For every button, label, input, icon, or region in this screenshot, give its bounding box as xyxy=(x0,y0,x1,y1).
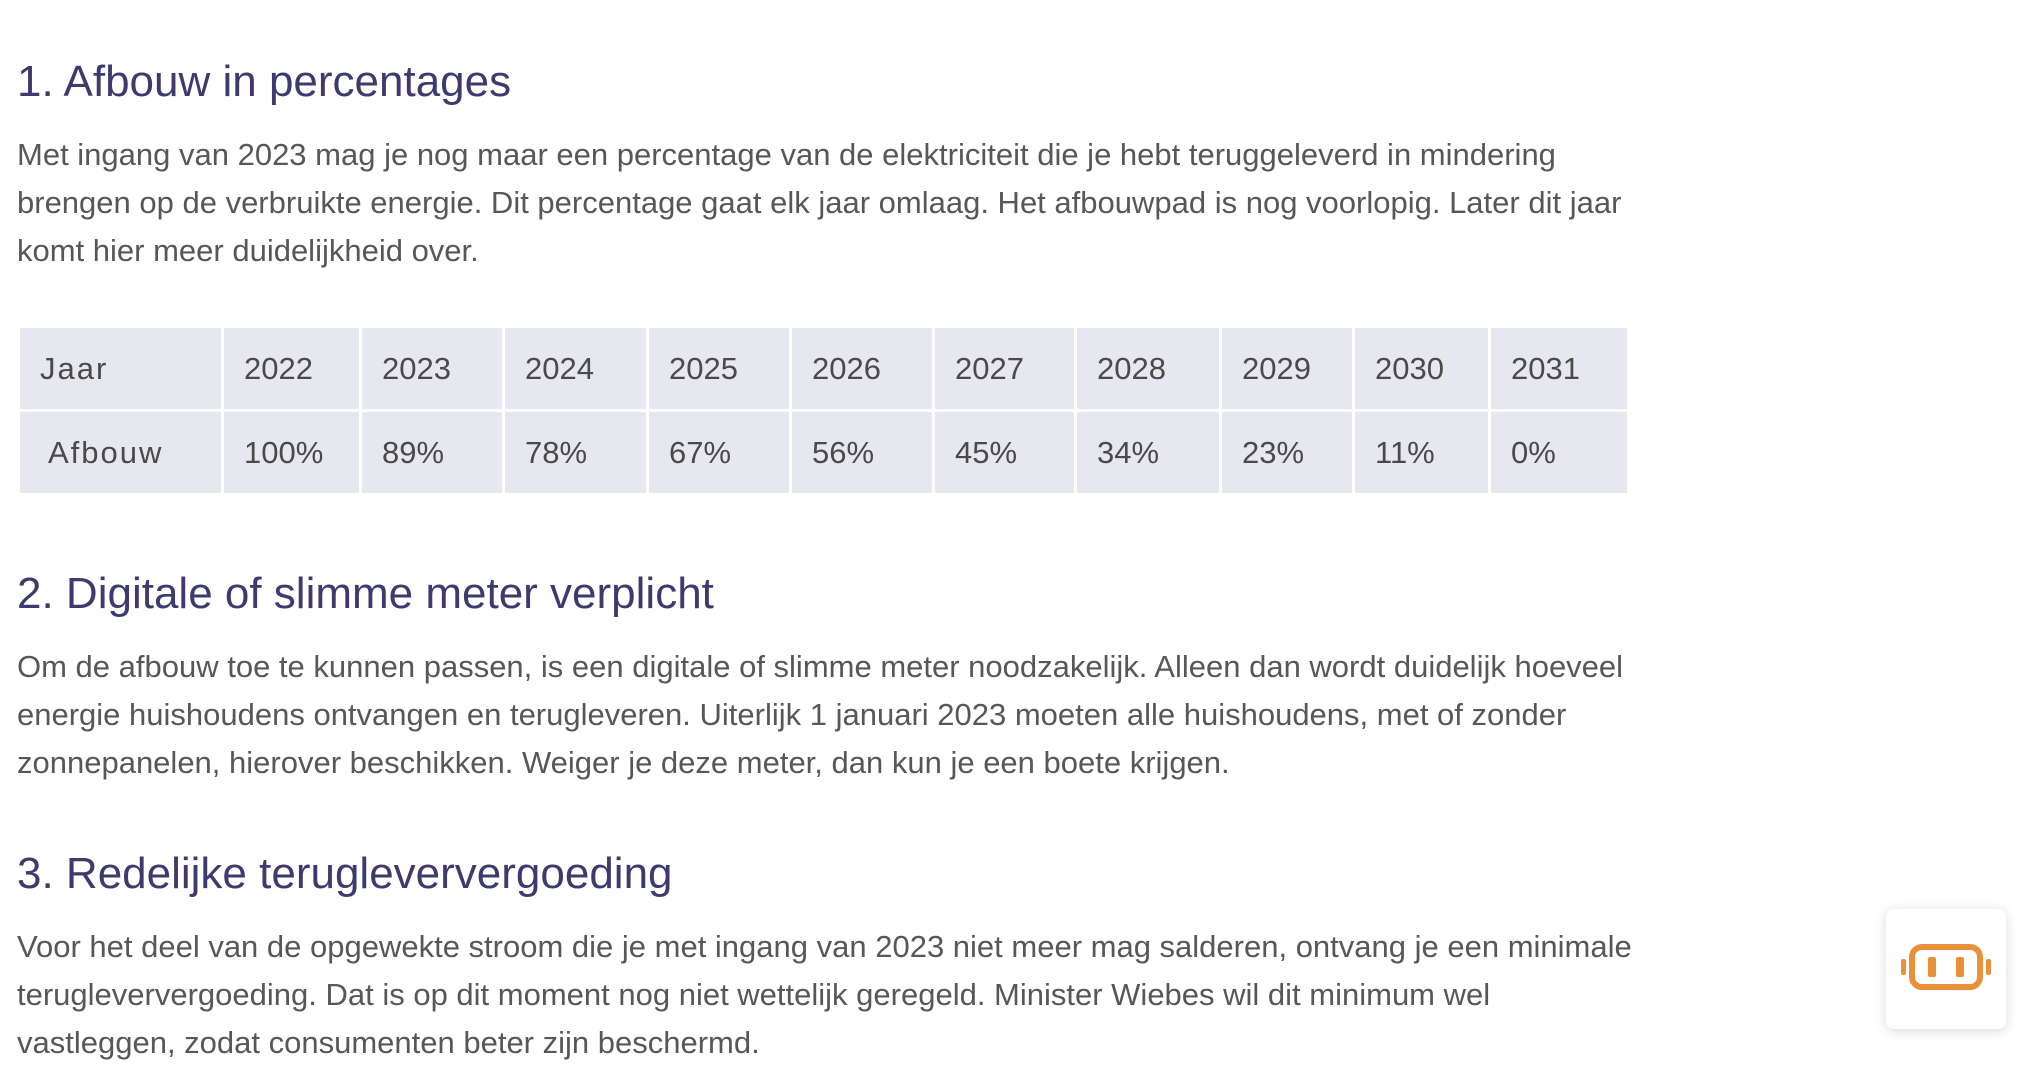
section-body-terugleververgoeding: Voor het deel van de opgewekte stroom di… xyxy=(17,929,1632,1060)
battery-widget-button[interactable] xyxy=(1886,909,2006,1029)
table-cell: 2028 xyxy=(1074,325,1222,412)
section-body-afbouw: Met ingang van 2023 mag je nog maar een … xyxy=(17,137,1622,268)
table-cell: 89% xyxy=(359,409,505,496)
table-cell: 34% xyxy=(1074,409,1222,496)
table-cell: 2023 xyxy=(359,325,505,412)
section-body-slimme-meter: Om de afbouw toe te kunnen passen, is ee… xyxy=(17,649,1624,780)
table-cell: 67% xyxy=(646,409,792,496)
table-cell: 2022 xyxy=(221,325,362,412)
table-cell: 0% xyxy=(1488,409,1630,496)
table-cell: 2025 xyxy=(646,325,792,412)
table-cell: 2024 xyxy=(502,325,649,412)
table-cell: 2031 xyxy=(1488,325,1630,412)
afbouw-table: Jaar 2022 2023 2024 2025 2026 2027 2028 … xyxy=(17,325,1630,496)
table-row-jaar: Jaar 2022 2023 2024 2025 2026 2027 2028 … xyxy=(17,325,1630,412)
section-heading-slimme-meter: 2. Digitale of slimme meter verplicht xyxy=(17,569,714,618)
table-cell: 2027 xyxy=(932,325,1077,412)
table-row-header: Afbouw xyxy=(17,409,224,496)
table-cell: 78% xyxy=(502,409,649,496)
table-cell: 100% xyxy=(221,409,362,496)
section-heading-terugleververgoeding: 3. Redelijke terugleververgoeding xyxy=(17,849,673,898)
battery-icon xyxy=(1901,942,1991,997)
table-cell: 2030 xyxy=(1352,325,1491,412)
table-row-header: Jaar xyxy=(17,325,224,412)
table-cell: 11% xyxy=(1352,409,1491,496)
table-cell: 45% xyxy=(932,409,1077,496)
section-heading-afbouw: 1. Afbouw in percentages xyxy=(17,57,512,106)
table-cell: 2029 xyxy=(1219,325,1355,412)
table-cell: 2026 xyxy=(789,325,935,412)
table-cell: 23% xyxy=(1219,409,1355,496)
table-row-afbouw: Afbouw 100% 89% 78% 67% 56% 45% 34% 23% … xyxy=(17,409,1630,496)
table-cell: 56% xyxy=(789,409,935,496)
